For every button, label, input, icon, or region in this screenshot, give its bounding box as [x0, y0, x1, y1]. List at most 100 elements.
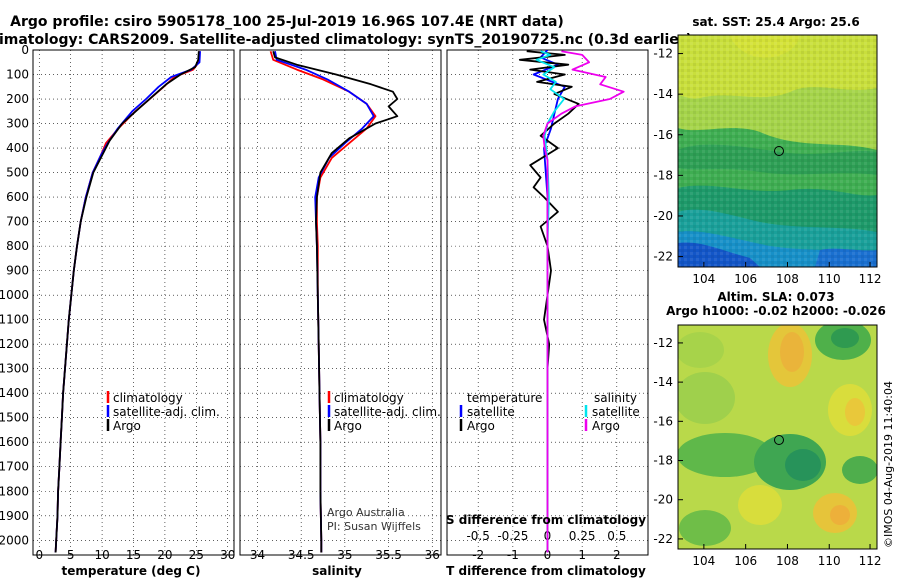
x-tick-label: 34.5	[288, 548, 315, 562]
x-tick-label: 5	[67, 548, 75, 562]
depth-tick-label: 700	[6, 215, 29, 229]
imos-credit: ©IMOS 04-Aug-2019 11:40:04	[882, 381, 895, 548]
x-tick-label: 35	[337, 548, 352, 562]
depth-tick-labels: 0 100 200 300 400 500 600 700 800 900 1000 1100 1200…	[0, 43, 29, 547]
depth-tick-label: 1700	[0, 460, 29, 474]
x-tick-label: 25	[189, 548, 204, 562]
legend-satellite-label: satellite-adj. clim.	[113, 405, 220, 419]
depth-tick-label: 1100	[0, 313, 29, 327]
lon-tick-label: 106	[734, 554, 757, 568]
lat-tick-label: -20	[653, 493, 673, 507]
s-difference-axis-label: S difference from climatology	[446, 513, 646, 527]
legend-satellite-label: satellite-adj. clim.	[334, 405, 441, 419]
x-tick-label: 1	[578, 548, 586, 562]
title-line-1: Argo profile: csiro 5905178_100 25-Jul-2…	[10, 14, 564, 30]
legend-t-satellite-label: satellite	[467, 405, 515, 419]
x-tick-label: 15	[126, 548, 141, 562]
lon-tick-label: 112	[859, 272, 882, 286]
depth-tick-label: 2000	[0, 533, 29, 547]
difference-legend: temperature satellite Argo salinity sate…	[459, 391, 640, 433]
series-satellite-adj-clim-	[54, 51, 201, 553]
temperature-axis-label: temperature (deg C)	[62, 564, 201, 578]
sla-map-title-line-2: Argo h1000: -0.02 h2000: -0.026	[666, 304, 886, 318]
lat-tick-label: -12	[653, 336, 673, 350]
x-tick-labels: 0 5 10 15 20 25 30 34 34.5 35 35.5 36 -2 -1 0 1 2 -0.5 -0.…	[35, 529, 626, 562]
x-tick-label: 34	[250, 548, 265, 562]
legend-t-argo-label: Argo	[467, 419, 495, 433]
legend-argo-label: Argo	[334, 419, 362, 433]
sla-map-title-line-1: Altim. SLA: 0.073	[717, 290, 834, 304]
x-tick-label: 35.5	[375, 548, 402, 562]
lat-tick-label: -12	[653, 47, 673, 61]
lat-tick-label: -18	[653, 168, 673, 182]
legend-climatology-label: climatology	[113, 391, 183, 405]
salinity-series	[269, 50, 399, 553]
lat-tick-label: -22	[653, 532, 673, 546]
series-satellite-adj-clim-	[274, 51, 375, 553]
lon-tick-label: 108	[776, 272, 799, 286]
s-difference-tick-label: -0.5	[466, 529, 489, 543]
argo-australia-note: Argo Australia	[327, 506, 405, 519]
depth-tick-label: 1200	[0, 337, 29, 351]
x-tick-label: 36	[425, 548, 440, 562]
salinity-panel-frame	[239, 49, 442, 556]
legend-s-satellite-label: satellite	[592, 405, 640, 419]
lat-tick-label: -18	[653, 454, 673, 468]
depth-tick-label: 1500	[0, 411, 29, 425]
series-argo	[272, 50, 399, 553]
x-tick-label: 2	[613, 548, 621, 562]
salinity-legend: climatology satellite-adj. clim. Argo Ar…	[327, 391, 441, 533]
legend-salinity-heading: salinity	[594, 391, 637, 405]
depth-tick-label: 1900	[0, 509, 29, 523]
title-line-2: Climatology: CARS2009. Satellite-adjuste…	[0, 32, 692, 48]
lat-tick-label: -16	[653, 414, 673, 428]
depth-tick-label: 300	[6, 117, 29, 131]
lon-tick-label: 104	[692, 554, 715, 568]
series-temperature-satellite	[532, 50, 566, 553]
lon-tick-label: 108	[776, 554, 799, 568]
lat-tick-label: -20	[653, 209, 673, 223]
series-climatology	[269, 50, 377, 553]
sla-map	[678, 325, 877, 549]
s-difference-tick-label: 0.5	[607, 529, 626, 543]
depth-tick-label: 1800	[0, 484, 29, 498]
sla-map-frame	[677, 324, 878, 550]
sst-float-position-marker	[774, 146, 784, 156]
x-tick-label: 20	[157, 548, 172, 562]
lon-tick-label: 112	[859, 554, 882, 568]
depth-tick-label: 1600	[0, 435, 29, 449]
legend-climatology-label: climatology	[334, 391, 404, 405]
legend-temperature-heading: temperature	[467, 391, 542, 405]
x-tick-label: 10	[94, 548, 109, 562]
temperature-legend: climatology satellite-adj. clim. Argo	[106, 391, 220, 433]
depth-tick-label: 1000	[0, 288, 29, 302]
lon-tick-label: 110	[818, 554, 841, 568]
lat-tick-label: -14	[653, 375, 673, 389]
x-tick-label: 30	[220, 548, 235, 562]
grid-layer	[33, 49, 648, 555]
depth-tick-label: 600	[6, 190, 29, 204]
series-temperature-argo	[518, 50, 580, 553]
series-climatology	[54, 51, 201, 553]
legend-argo-label: Argo	[113, 419, 141, 433]
sla-float-position-marker	[774, 435, 784, 445]
salinity-axis-label: salinity	[312, 564, 362, 578]
x-tick-label: 0	[544, 548, 552, 562]
sst-map-frame	[677, 34, 878, 268]
depth-tick-label: 0	[21, 43, 29, 57]
pi-note: PI: Susan Wijffels	[327, 520, 421, 533]
x-tick-label: 0	[35, 548, 43, 562]
lon-tick-label: 110	[818, 272, 841, 286]
t-difference-axis-label: T difference from climatology	[446, 564, 646, 578]
depth-tick-label: 200	[6, 92, 29, 106]
depth-tick-label: 400	[6, 141, 29, 155]
sst-map	[678, 35, 877, 267]
depth-tick-label: 800	[6, 239, 29, 253]
s-difference-tick-label: -0.25	[497, 529, 528, 543]
lon-tick-label: 104	[692, 272, 715, 286]
lon-tick-label: 106	[734, 272, 757, 286]
legend-s-argo-label: Argo	[592, 419, 620, 433]
depth-tick-label: 500	[6, 166, 29, 180]
series-argo	[54, 51, 200, 553]
depth-tick-label: 1400	[0, 386, 29, 400]
